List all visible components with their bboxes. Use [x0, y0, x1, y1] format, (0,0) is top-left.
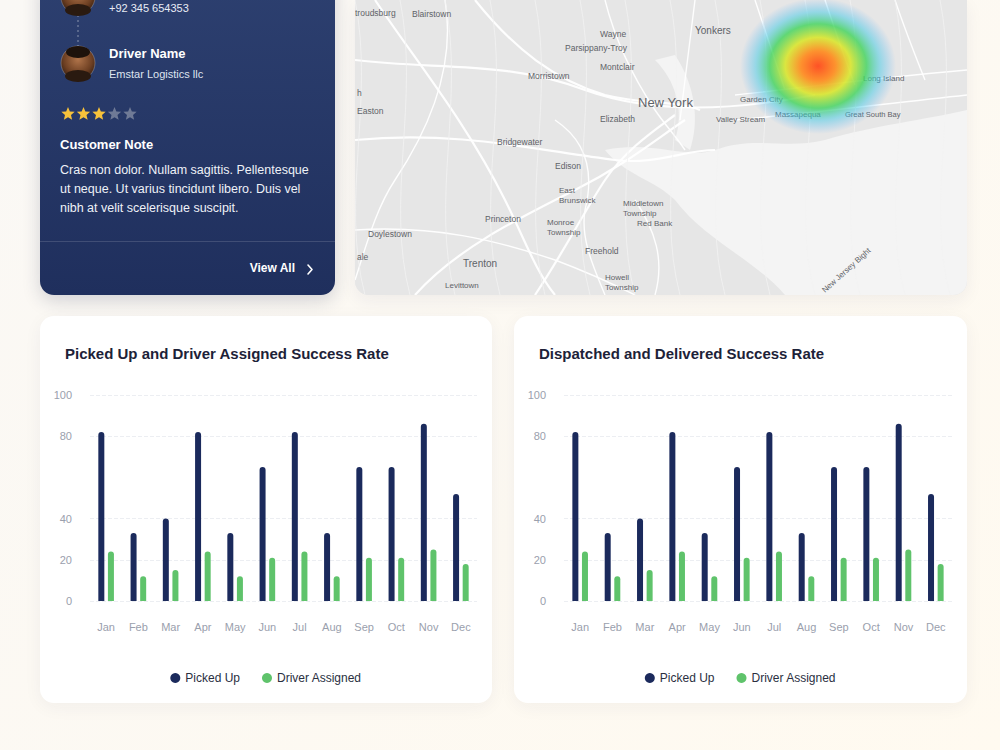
svg-text:Jul: Jul [767, 621, 781, 633]
svg-text:Jun: Jun [733, 621, 751, 633]
svg-text:May: May [225, 621, 246, 633]
svg-text:Mar: Mar [161, 621, 180, 633]
svg-text:EastBrunswick: EastBrunswick [559, 186, 596, 205]
svg-text:Trenton: Trenton [463, 258, 497, 269]
svg-text:Jan: Jan [97, 621, 115, 633]
svg-text:MiddletownTownship: MiddletownTownship [623, 199, 663, 218]
svg-text:0: 0 [540, 595, 546, 607]
svg-text:Feb: Feb [129, 621, 148, 633]
svg-text:100: 100 [54, 389, 72, 401]
svg-text:Dec: Dec [926, 621, 946, 633]
svg-text:Aug: Aug [797, 621, 817, 633]
svg-text:Easton: Easton [357, 106, 384, 116]
html-text:Emstar Logistics llc: Emstar Logistics llc [109, 68, 204, 80]
svg-text:Bridgewater: Bridgewater [497, 137, 543, 147]
svg-text:Doylestown: Doylestown [368, 229, 412, 239]
svg-text:ale: ale [357, 252, 369, 262]
svg-text:Freehold: Freehold [585, 246, 619, 256]
svg-text:troudsburg: troudsburg [355, 8, 396, 18]
svg-text:Dec: Dec [451, 621, 471, 633]
svg-text:40: 40 [534, 513, 546, 525]
html-text:Customer Note: Customer Note [60, 137, 154, 152]
svg-text:Oct: Oct [863, 621, 880, 633]
html-text:View All: View All [249, 261, 295, 275]
svg-text:Aug: Aug [322, 621, 342, 633]
svg-text:Jul: Jul [293, 621, 307, 633]
svg-text:Jun: Jun [259, 621, 277, 633]
svg-text:Edison: Edison [555, 161, 581, 171]
svg-text:Morristown: Morristown [528, 71, 570, 81]
svg-text:80: 80 [60, 430, 72, 442]
svg-text:Wayne: Wayne [600, 29, 626, 39]
svg-text:Apr: Apr [669, 621, 686, 633]
svg-text:Levittown: Levittown [445, 281, 479, 290]
svg-text:Oct: Oct [388, 621, 405, 633]
svg-text:Yonkers: Yonkers [695, 25, 731, 36]
svg-text:Nov: Nov [894, 621, 914, 633]
svg-text:Parsippany-Troy: Parsippany-Troy [565, 43, 628, 53]
svg-text:New Jersey Bight: New Jersey Bight [820, 246, 873, 295]
svg-text:Driver Assigned: Driver Assigned [277, 671, 361, 685]
svg-text:Picked Up: Picked Up [660, 671, 715, 685]
html-text:Cras non dolor. Nullam sagitti: Cras non dolor. Nullam sagittis. Pellent… [60, 163, 309, 215]
svg-text:Jan: Jan [571, 621, 589, 633]
svg-text:Montclair: Montclair [600, 62, 635, 72]
svg-text:MonroeTownship: MonroeTownship [547, 218, 581, 237]
svg-text:Picked Up: Picked Up [185, 671, 240, 685]
svg-text:20: 20 [534, 554, 546, 566]
svg-text:Dispatched and Delivered Succe: Dispatched and Delivered Success Rate [539, 345, 824, 362]
svg-text:Driver Assigned: Driver Assigned [751, 671, 835, 685]
svg-text:Blairstown: Blairstown [412, 9, 451, 19]
svg-text:Elizabeth: Elizabeth [600, 114, 635, 124]
svg-text:New York: New York [638, 95, 693, 110]
svg-text:20: 20 [60, 554, 72, 566]
svg-text:0: 0 [66, 595, 72, 607]
svg-text:HowellTownship: HowellTownship [605, 273, 639, 292]
svg-text:h: h [357, 88, 362, 98]
svg-text:100: 100 [528, 389, 546, 401]
svg-text:80: 80 [534, 430, 546, 442]
html-text:Driver Name: Driver Name [109, 46, 186, 61]
svg-text:Feb: Feb [603, 621, 622, 633]
svg-text:Sep: Sep [829, 621, 849, 633]
svg-text:Nov: Nov [419, 621, 439, 633]
html-text:+92 345 654353: +92 345 654353 [109, 2, 189, 14]
svg-text:Apr: Apr [194, 621, 211, 633]
svg-text:May: May [699, 621, 720, 633]
svg-text:Sep: Sep [354, 621, 374, 633]
svg-text:Valley Stream: Valley Stream [716, 115, 766, 124]
svg-text:Picked Up and Driver Assigned: Picked Up and Driver Assigned Success Ra… [65, 345, 389, 362]
svg-text:Red Bank: Red Bank [637, 219, 673, 228]
svg-text:Princeton: Princeton [485, 214, 521, 224]
svg-text:Mar: Mar [635, 621, 654, 633]
svg-text:40: 40 [60, 513, 72, 525]
